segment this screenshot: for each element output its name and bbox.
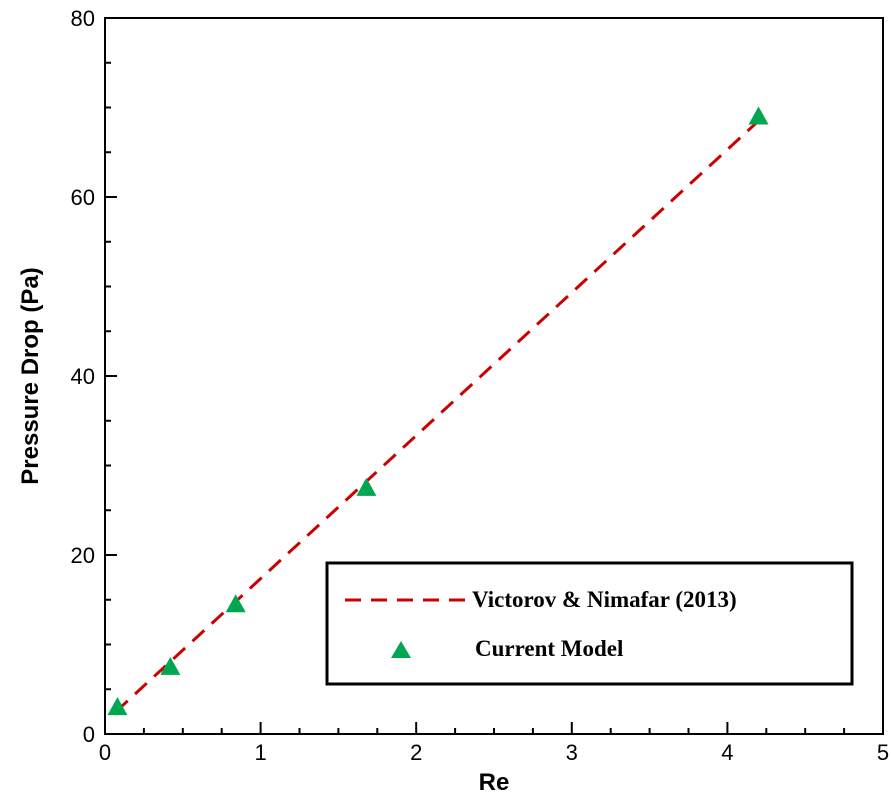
x-axis-title: Re: [479, 769, 510, 796]
current-model-marker: [225, 594, 246, 613]
current-model-marker: [160, 656, 181, 675]
current-model-marker: [107, 697, 128, 716]
x-tick-label: 5: [877, 740, 889, 765]
y-tick-label: 40: [71, 364, 95, 389]
y-tick-label: 20: [71, 543, 95, 568]
axis-tick-labels: 0 1 2 3 4 5 0 20 40 60 80: [71, 6, 890, 765]
y-tick-label: 60: [71, 185, 95, 210]
legend-swatch-triangle-marker: [391, 641, 411, 658]
x-tick-label: 0: [99, 740, 111, 765]
x-tick-label: 3: [566, 740, 578, 765]
legend-label-current-model: Current Model: [475, 636, 623, 661]
y-tick-label: 80: [71, 6, 95, 31]
current-model-marker: [748, 106, 769, 125]
y-axis-title: Pressure Drop (Pa): [17, 267, 44, 484]
x-tick-label: 4: [721, 740, 733, 765]
series-line-victorov: [114, 119, 760, 713]
legend-box: [325, 561, 854, 686]
current-model-marker: [356, 477, 377, 496]
x-tick-label: 2: [410, 740, 422, 765]
legend-label-victorov: Victorov & Nimafar (2013): [472, 587, 737, 612]
series-layer: [107, 106, 769, 716]
y-tick-label: 0: [83, 722, 95, 747]
axis-ticks: [104, 17, 884, 735]
x-tick-label: 1: [254, 740, 266, 765]
legend: Victorov & Nimafar (2013) Current Model: [325, 561, 854, 686]
